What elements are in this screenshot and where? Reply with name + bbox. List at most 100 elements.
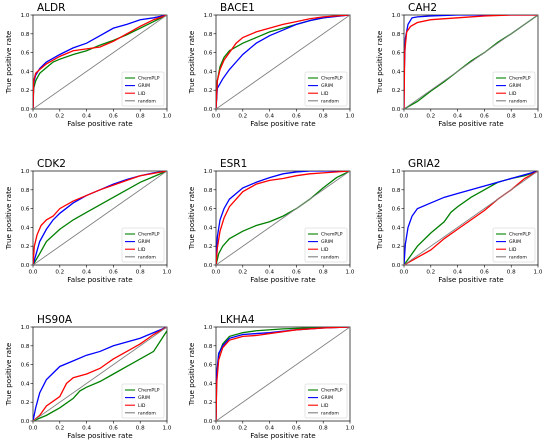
x-axis-label: False positive rate [250,431,316,440]
roc-panel-bace1: 0.0 0.2 0.4 0.6 0.8 1.0 0.0 0.2 0.4 0.6 0.8 1.0 BACE… [187,2,355,128]
legend-label-lid: LID [321,247,329,253]
legend-label-lid: LID [138,91,146,97]
x-tick-label: 0.2 [426,270,435,276]
y-tick-label: 0.4 [21,225,30,231]
legend-box [121,383,165,419]
x-tick-label: 1.0 [534,114,543,120]
y-tick-label: 0.2 [204,244,213,250]
y-tick-label: 0.6 [204,51,213,57]
y-tick-label: 0.6 [204,207,213,213]
x-tick-label: 1.0 [346,114,355,120]
y-tick-label: 1.0 [392,13,401,19]
legend-label-chemplp: ChemPLP [321,388,343,394]
y-tick-label: 0.8 [204,32,213,38]
legend-label-lid: LID [138,247,146,253]
series-line-lid [33,327,167,421]
x-axis-label: False positive rate [250,119,316,128]
x-axis-label: False positive rate [67,275,133,284]
y-tick-label: 0.8 [204,188,213,194]
series-line-random [404,15,538,109]
y-axis-label: True positive rate [375,186,384,250]
chart-title: BACE1 [220,2,255,14]
y-axis-label: True positive rate [375,30,384,94]
y-tick-label: 0.0 [21,263,30,269]
y-tick-label: 1.0 [204,325,213,331]
legend-label-grim: GRIM [321,395,333,401]
y-tick-label: 0.2 [204,400,213,406]
y-tick-label: 0.0 [204,419,213,425]
y-tick-label: 0.8 [392,32,401,38]
legend-label-random: random [138,254,156,260]
chart-title: GRIA2 [408,158,440,170]
x-tick-label: 0.6 [292,114,301,120]
y-axis-label: True positive rate [187,186,196,250]
x-tick-label: 1.0 [346,270,355,276]
y-axis-label: True positive rate [187,342,196,406]
roc-panel-gria2: 0.0 0.2 0.4 0.6 0.8 1.0 0.0 0.2 0.4 0.6 0.8 1.0 GRIA… [375,158,543,284]
series-line-chemplp [33,15,167,109]
y-tick-label: 1.0 [204,169,213,175]
x-axis-label: False positive rate [250,275,316,284]
y-axis-label: True positive rate [187,30,196,94]
x-tick-label: 0.4 [265,270,274,276]
y-tick-label: 0.8 [21,344,30,350]
series-line-grim [216,15,350,109]
series-line-random [216,327,350,421]
x-tick-label: 0.6 [480,270,489,276]
x-tick-label: 0.8 [507,114,516,120]
x-axis-label: False positive rate [438,275,504,284]
y-tick-label: 0.0 [392,263,401,269]
chart-title: LKHA4 [220,314,255,326]
x-tick-label: 0.4 [453,270,462,276]
legend-label-chemplp: ChemPLP [509,232,531,238]
y-tick-label: 0.2 [21,88,30,94]
roc-panel-hs90a: 0.0 0.2 0.4 0.6 0.8 1.0 0.0 0.2 0.4 0.6 0.8 1.0 HS90… [4,314,172,440]
series-line-chemplp [216,171,350,265]
chart-title: CDK2 [37,158,66,170]
legend-label-chemplp: ChemPLP [138,76,160,82]
legend-label-chemplp: ChemPLP [509,76,531,82]
y-tick-label: 0.2 [21,400,30,406]
x-tick-label: 0.4 [82,114,91,120]
series-line-lid [33,171,167,265]
y-axis-label: True positive rate [4,186,13,250]
legend-label-lid: LID [321,403,329,409]
chart-title: ESR1 [220,158,247,170]
x-tick-label: 0.2 [238,270,247,276]
legend-label-chemplp: ChemPLP [138,232,160,238]
legend-label-grim: GRIM [138,83,150,89]
series-line-lid [33,15,167,109]
legend-box [492,227,536,263]
y-tick-label: 0.0 [204,107,213,113]
x-tick-label: 0.4 [82,270,91,276]
roc-panel-cah2: 0.0 0.2 0.4 0.6 0.8 1.0 0.0 0.2 0.4 0.6 0.8 1.0 CAH2… [375,2,543,128]
y-tick-label: 0.2 [392,88,401,94]
y-tick-label: 0.8 [204,344,213,350]
legend-label-random: random [509,98,527,104]
y-axis-label: True positive rate [4,342,13,406]
y-tick-label: 0.4 [392,69,401,75]
chart-title: CAH2 [408,2,437,14]
y-tick-label: 0.2 [392,244,401,250]
y-tick-label: 0.4 [21,381,30,387]
legend-label-chemplp: ChemPLP [321,232,343,238]
x-tick-label: 1.0 [346,426,355,432]
x-tick-label: 0.0 [400,114,409,120]
y-tick-label: 0.0 [392,107,401,113]
x-tick-label: 0.8 [319,270,328,276]
x-tick-label: 0.2 [55,114,64,120]
legend-label-chemplp: ChemPLP [138,388,160,394]
series-line-grim [404,171,538,265]
y-tick-label: 0.4 [21,69,30,75]
x-tick-label: 0.0 [29,270,38,276]
x-tick-label: 0.0 [212,114,221,120]
legend-label-grim: GRIM [509,239,521,245]
legend-label-grim: GRIM [138,395,150,401]
legend-label-random: random [321,410,339,416]
x-tick-label: 0.8 [136,426,145,432]
